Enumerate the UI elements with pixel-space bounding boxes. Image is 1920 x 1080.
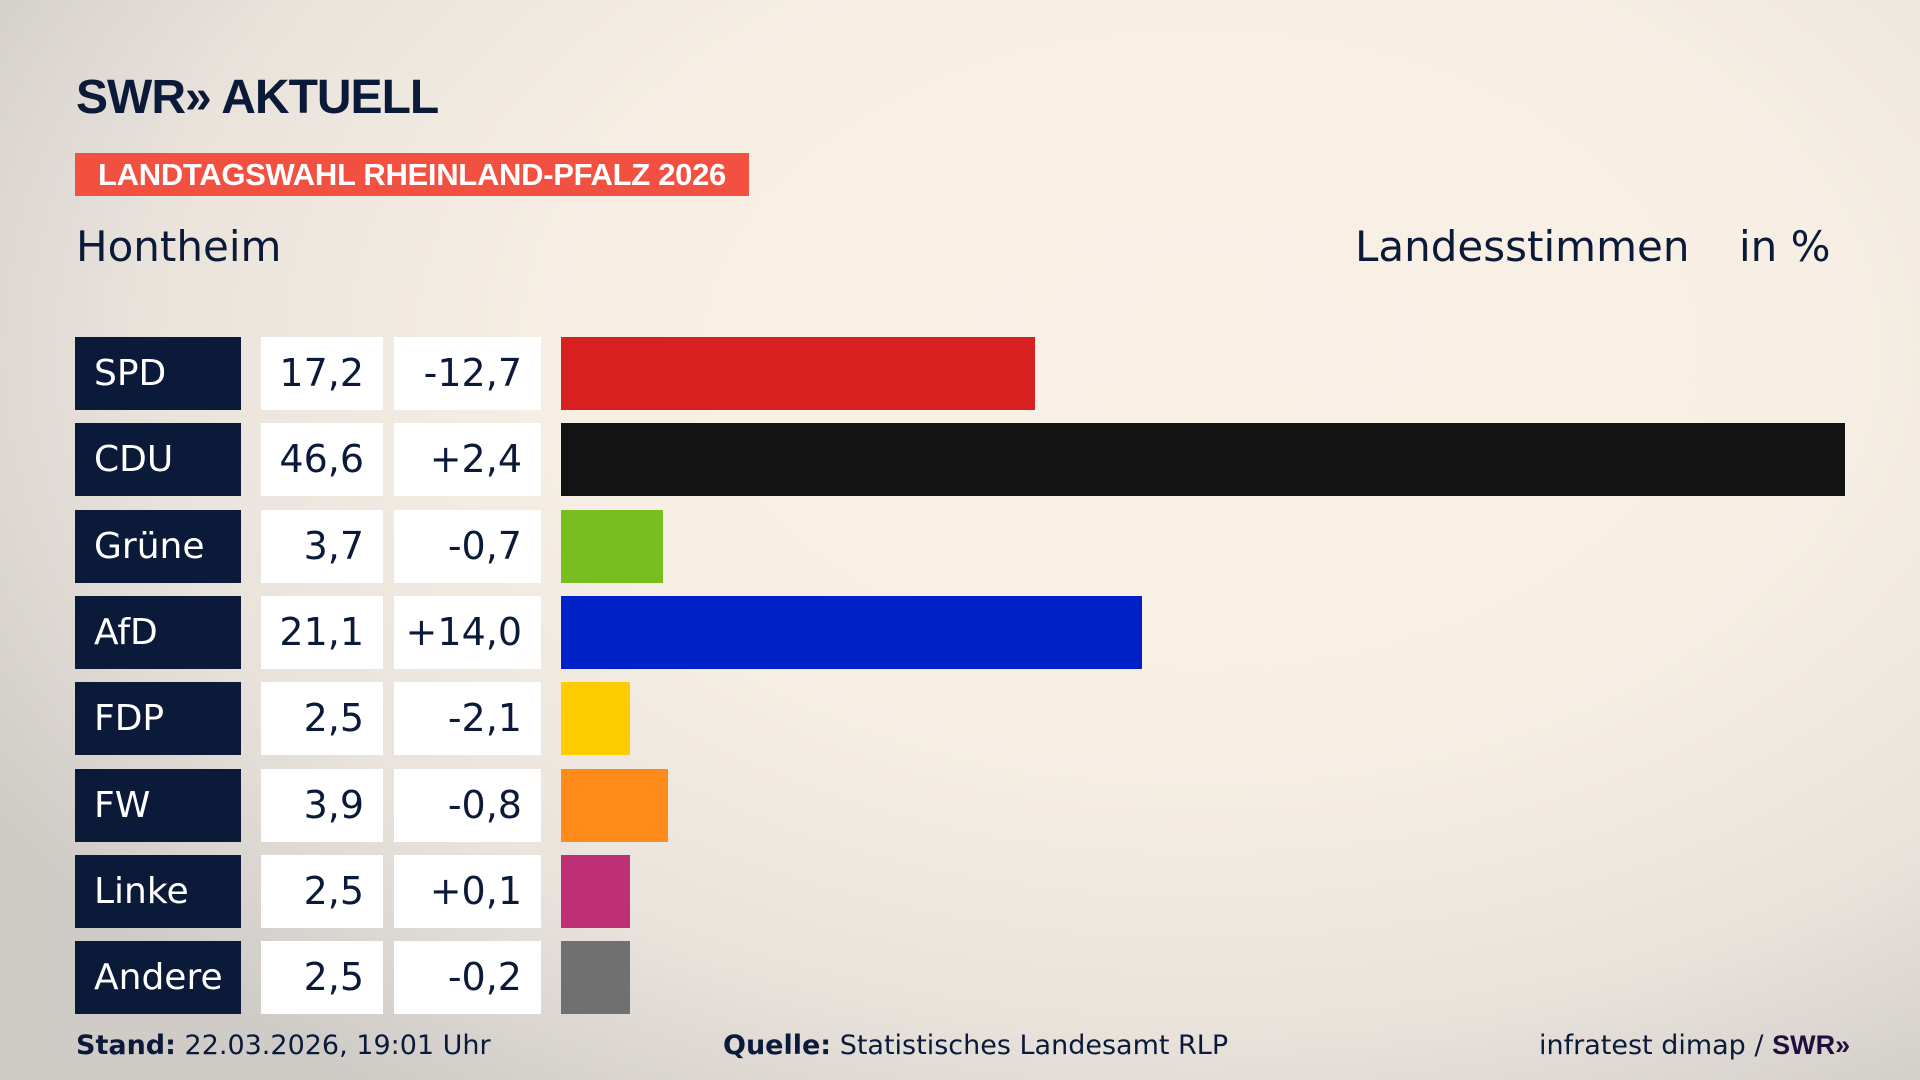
value-label: 2,5 xyxy=(261,682,383,756)
value-label: 17,2 xyxy=(261,337,383,410)
place-title: Hontheim xyxy=(76,222,282,271)
value-label: 3,7 xyxy=(261,509,383,583)
diff-label: +0,1 xyxy=(394,854,541,928)
swr-aktuell-logo: SWR» AKTUELL xyxy=(76,71,439,124)
bar xyxy=(561,682,630,756)
footer-stand: Stand: 22.03.2026, 19:01 Uhr xyxy=(76,1030,491,1061)
bar xyxy=(561,423,1845,497)
bar xyxy=(561,595,1143,669)
diff-label: -0,2 xyxy=(394,941,541,1015)
value-label: 3,9 xyxy=(261,768,383,842)
source-value: Statistisches Landesamt RLP xyxy=(839,1030,1229,1061)
source-label: Quelle: xyxy=(723,1030,832,1061)
party-label: CDU xyxy=(75,423,241,497)
credit-text: infratest dimap / xyxy=(1539,1030,1773,1061)
bar xyxy=(561,854,630,928)
bar xyxy=(561,941,630,1015)
value-label: 21,1 xyxy=(261,595,383,669)
stand-label: Stand: xyxy=(76,1030,176,1061)
diff-label: -0,7 xyxy=(394,509,541,583)
party-label: Linke xyxy=(75,854,241,928)
bar xyxy=(561,337,1035,410)
diff-label: -12,7 xyxy=(394,337,541,410)
value-label: 2,5 xyxy=(261,854,383,928)
footer-source: Quelle: Statistisches Landesamt RLP xyxy=(723,1030,1228,1061)
election-banner: LANDTAGSWAHL RHEINLAND-PFALZ 2026 xyxy=(75,153,749,196)
value-label: 46,6 xyxy=(261,423,383,497)
diff-label: +2,4 xyxy=(394,423,541,497)
footer-credit: infratest dimap / SWR» xyxy=(1539,1030,1850,1061)
diff-label: -2,1 xyxy=(394,682,541,756)
party-label: Grüne xyxy=(75,509,241,583)
party-label: SPD xyxy=(75,337,241,410)
party-label: FDP xyxy=(75,682,241,756)
party-label: Andere xyxy=(75,941,241,1015)
diff-label: -0,8 xyxy=(394,768,541,842)
measure-label: Landesstimmen xyxy=(1355,222,1690,271)
bar xyxy=(561,509,663,583)
diff-label: +14,0 xyxy=(394,595,541,669)
unit-label: in % xyxy=(1739,222,1831,271)
bar xyxy=(561,768,669,842)
party-label: FW xyxy=(75,768,241,842)
value-label: 2,5 xyxy=(261,941,383,1015)
party-label: AfD xyxy=(75,595,241,669)
stand-value: 22.03.2026, 19:01 Uhr xyxy=(184,1030,491,1061)
swr-logo: SWR» xyxy=(1772,1030,1851,1060)
